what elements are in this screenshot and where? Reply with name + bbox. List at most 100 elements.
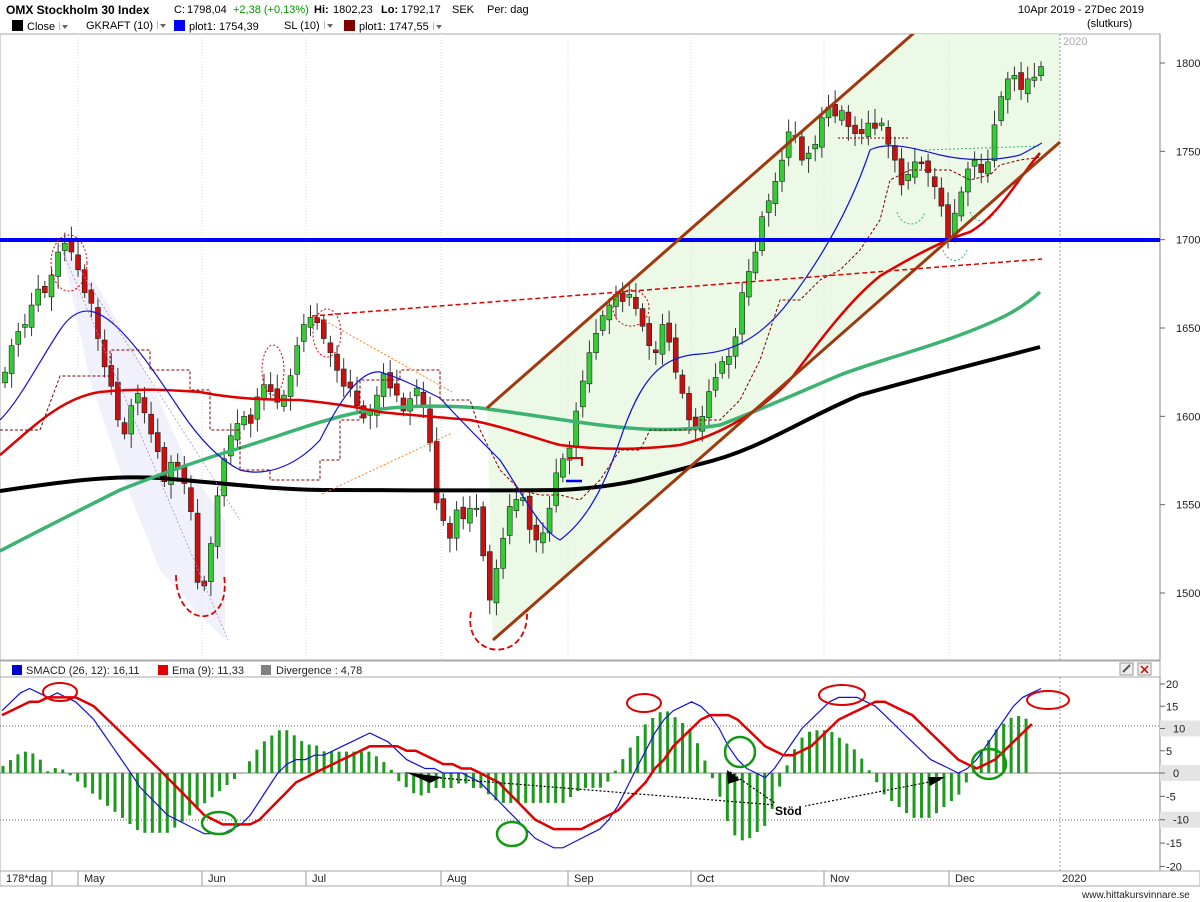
divergence-bar xyxy=(218,773,222,792)
price-tick-label: 1700 xyxy=(1176,235,1200,247)
candle xyxy=(81,264,88,298)
divergence-bar xyxy=(852,749,856,773)
candle xyxy=(878,117,885,131)
top-marker-jul xyxy=(312,308,342,358)
candle xyxy=(301,313,307,353)
currency: SEK xyxy=(452,4,475,16)
divergence-bar xyxy=(397,773,401,782)
chevron-down-icon[interactable] xyxy=(157,21,167,29)
time-axis-band xyxy=(0,870,1200,887)
candle xyxy=(579,370,586,418)
divergence-bar xyxy=(606,773,610,782)
candle xyxy=(254,388,261,432)
divergence-bar xyxy=(666,711,670,773)
candle xyxy=(1038,61,1044,82)
divergence-bar xyxy=(113,773,117,812)
support-label: Stöd xyxy=(775,804,802,818)
candle xyxy=(679,369,686,399)
candle xyxy=(858,118,865,145)
legend-plot1-blue[interactable]: plot1: 1754,39 xyxy=(174,20,259,33)
divergence-bar xyxy=(16,754,20,773)
divergence-bar xyxy=(576,773,580,791)
chevron-down-icon[interactable] xyxy=(323,21,333,29)
divergence-bar xyxy=(143,773,147,833)
candle xyxy=(287,368,294,411)
candle xyxy=(340,358,347,397)
divergence-bar xyxy=(247,761,251,773)
low-value: 1792,17 xyxy=(401,4,441,16)
divergence-bar xyxy=(957,773,961,795)
divergence-bar xyxy=(225,773,229,786)
divergence-bar xyxy=(643,724,647,773)
candle xyxy=(712,363,719,398)
divergence-bar xyxy=(979,751,983,773)
candle xyxy=(686,386,692,434)
candle xyxy=(865,110,872,146)
candle xyxy=(214,487,221,559)
divergence-bar xyxy=(83,773,87,788)
candle xyxy=(533,516,540,553)
candle xyxy=(22,313,28,338)
legend-close[interactable]: Close xyxy=(12,20,69,33)
legend-plot1-brown-swatch xyxy=(344,20,355,31)
divergence-bar xyxy=(733,773,737,836)
candle xyxy=(227,423,234,465)
divergence-bar xyxy=(292,735,296,773)
candle xyxy=(8,338,15,388)
divergence-bar xyxy=(710,773,714,779)
divergence-bar xyxy=(658,712,662,773)
candle xyxy=(1031,63,1038,88)
divergence-bar xyxy=(822,730,826,773)
divergence-bar xyxy=(1002,723,1006,773)
candle xyxy=(128,398,134,449)
close-icon[interactable] xyxy=(1137,662,1152,676)
candle xyxy=(706,379,712,427)
top-marker-sep xyxy=(612,289,650,327)
candle xyxy=(154,418,161,459)
macd-tick-label: -15 xyxy=(1166,838,1182,850)
divergence-bar xyxy=(927,773,931,818)
main-gridlines xyxy=(77,34,950,660)
candle xyxy=(334,345,340,383)
change-value: +2,38 (+0,13%) xyxy=(233,4,309,16)
candle xyxy=(374,386,380,428)
divergence-bar xyxy=(763,773,767,826)
candle xyxy=(394,369,400,403)
red-marker xyxy=(568,457,583,466)
candle xyxy=(646,316,652,360)
divergence-bar xyxy=(270,735,274,773)
divergence-bar xyxy=(837,737,841,773)
divergence-bar xyxy=(808,731,812,773)
chevron-down-icon[interactable] xyxy=(59,22,69,30)
wrench-icon[interactable] xyxy=(1119,662,1134,676)
legend-sl[interactable]: SL (10) xyxy=(284,20,333,32)
red-trendline xyxy=(311,258,1043,317)
divergence-bar xyxy=(53,768,57,773)
macd-tick-box xyxy=(1160,720,1200,737)
time-axis: May Jun Jul Aug Sep Oct Nov Dec xyxy=(51,871,975,886)
divergence-bar xyxy=(150,773,154,833)
divergence-bar xyxy=(427,773,431,793)
legend-gkraft[interactable]: GKRAFT (10) xyxy=(86,20,167,32)
divergence-bar xyxy=(195,773,199,810)
divergence-bar xyxy=(1,765,5,773)
candle xyxy=(121,417,128,440)
month-label: Aug xyxy=(447,873,467,885)
divergence-bar xyxy=(8,760,12,773)
period-label: 178*dag xyxy=(6,873,47,885)
divergence-bar xyxy=(755,773,759,833)
candle xyxy=(320,314,327,344)
candle xyxy=(852,116,858,147)
candle xyxy=(208,536,214,596)
legend-plot1-brown[interactable]: plot1: 1747,55 xyxy=(344,20,442,33)
divergence-bar xyxy=(188,773,192,816)
legend-divergence-swatch xyxy=(261,665,271,675)
candle xyxy=(380,363,387,408)
candle xyxy=(958,186,965,222)
legend-ema-label: Ema (9): 11,33 xyxy=(172,665,244,677)
candle xyxy=(799,131,805,166)
divergence-bar xyxy=(120,773,124,818)
bottom-arc-aug xyxy=(469,609,528,651)
candle xyxy=(586,340,593,393)
chevron-down-icon[interactable] xyxy=(432,22,442,30)
